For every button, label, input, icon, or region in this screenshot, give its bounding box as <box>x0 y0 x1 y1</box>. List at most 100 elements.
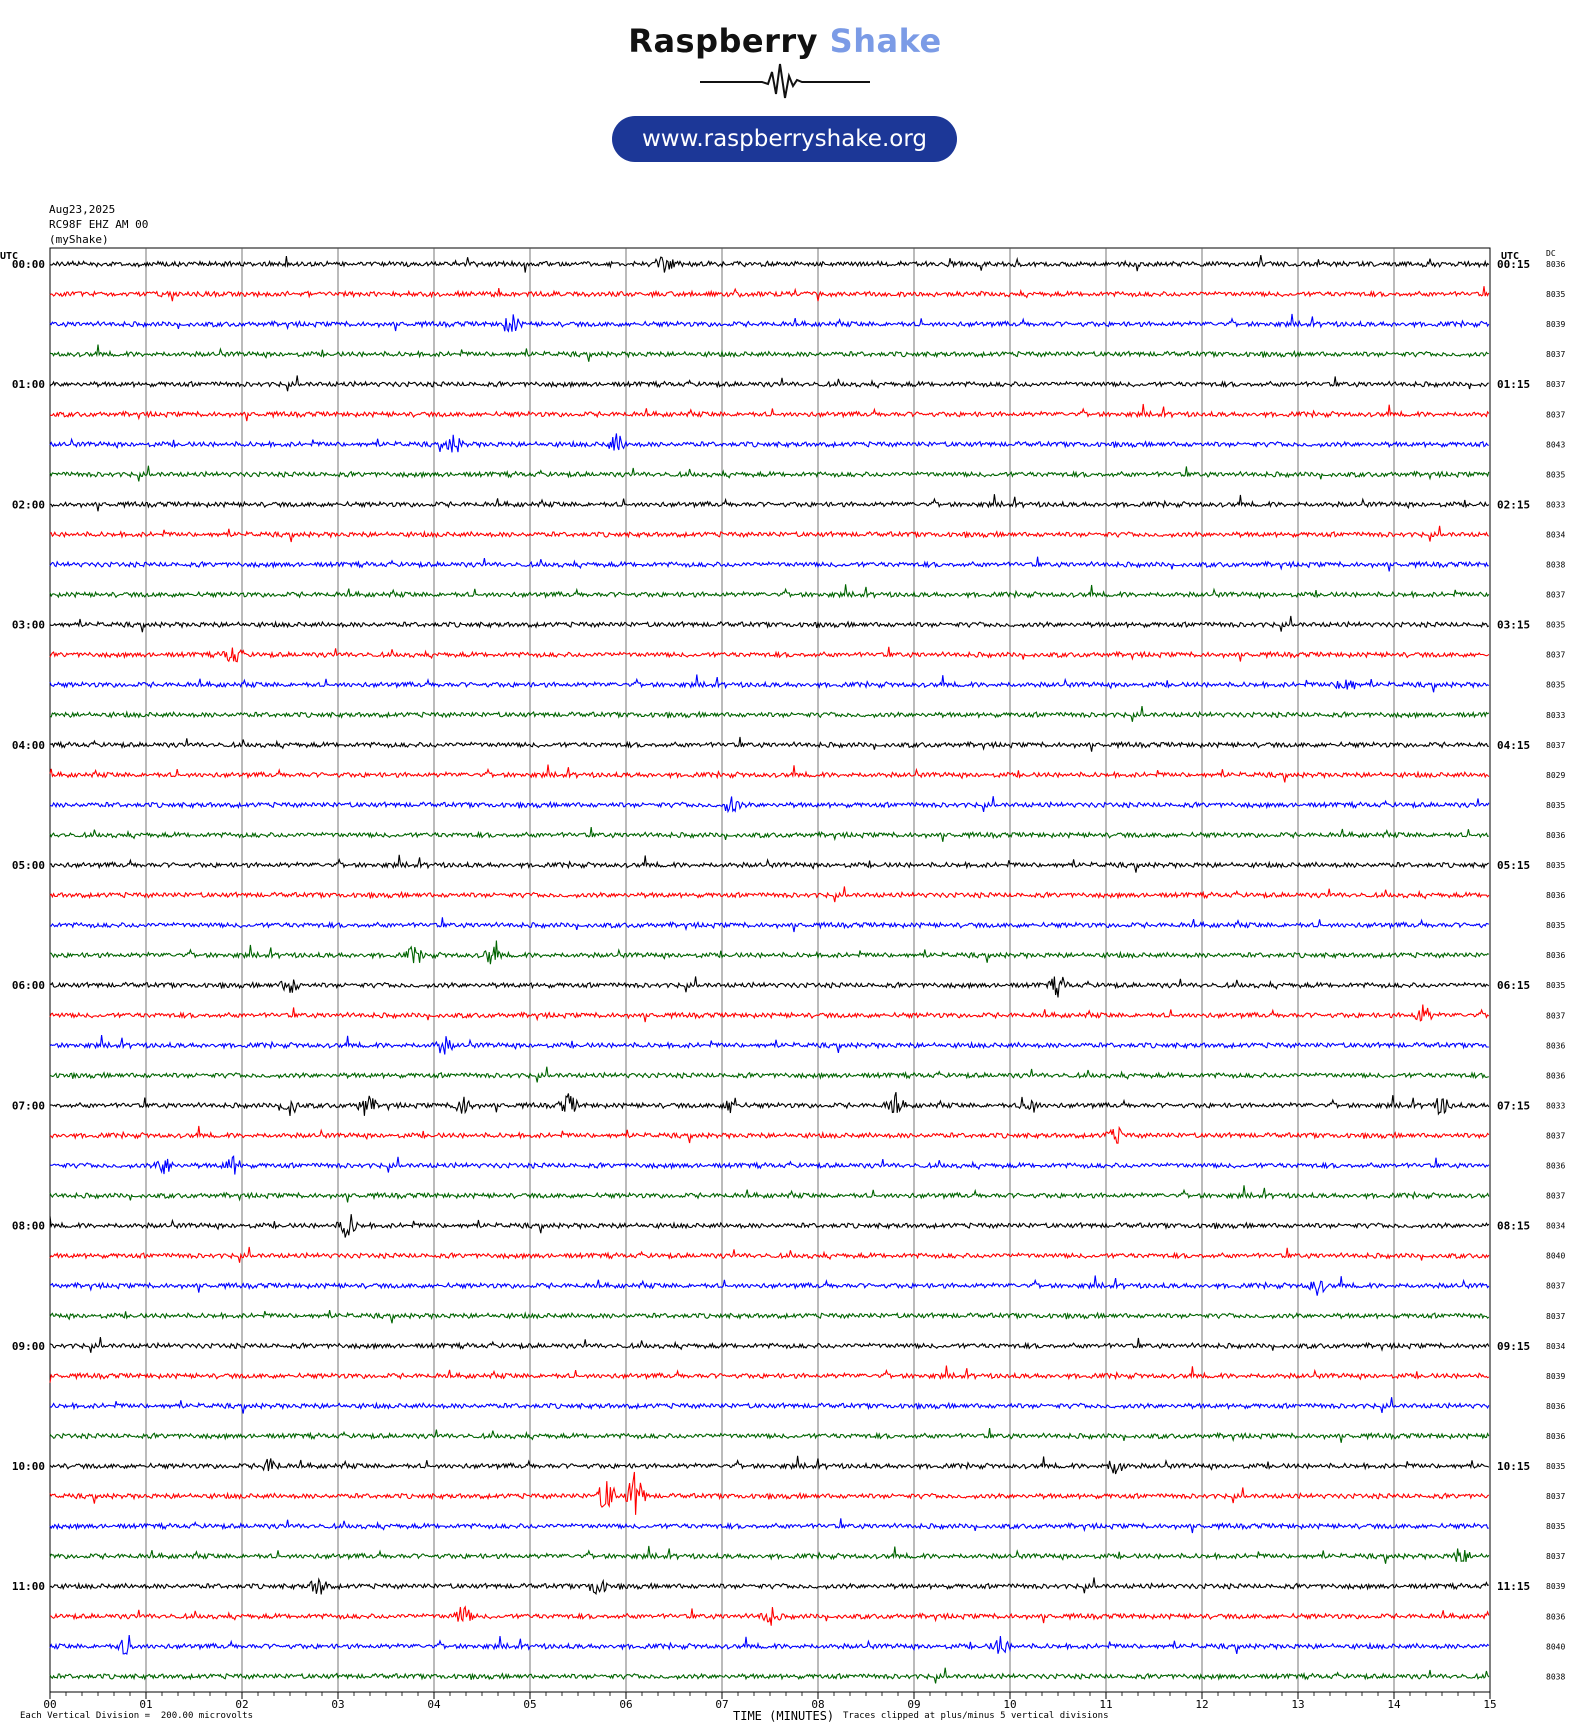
dc-offset-label: 8036 <box>1546 1041 1565 1050</box>
dc-offset-label: 8033 <box>1546 500 1565 509</box>
dc-offset-label: 8037 <box>1546 1312 1565 1321</box>
left-time-label: 02:00 <box>12 498 45 511</box>
seismic-trace <box>49 465 1490 482</box>
right-time-label: 10:15 <box>1497 1460 1530 1473</box>
seismic-trace <box>49 255 1490 273</box>
website-url-badge[interactable]: www.raspberryshake.org <box>612 116 957 162</box>
left-time-label: 01:00 <box>12 378 45 391</box>
seismic-trace <box>49 827 1489 842</box>
seismic-trace <box>49 1471 1490 1515</box>
dc-offset-label: 8036 <box>1546 1612 1565 1621</box>
seismic-trace <box>49 706 1490 722</box>
right-time-label: 06:15 <box>1497 979 1530 992</box>
dc-offset-label: 8035 <box>1546 861 1565 870</box>
left-time-label: 07:00 <box>12 1099 45 1112</box>
dc-offset-label: 8035 <box>1546 1522 1565 1531</box>
dc-offset-label: 8033 <box>1546 1101 1565 1110</box>
dc-offset-label: 8035 <box>1546 621 1565 630</box>
record-date: Aug23,2025 <box>49 203 116 216</box>
x-tick-label: 13 <box>1291 1698 1304 1711</box>
seismic-trace <box>49 1605 1490 1626</box>
dc-offset-label: 8039 <box>1546 1582 1565 1591</box>
seismic-trace <box>49 433 1489 453</box>
seismic-trace <box>49 1397 1490 1414</box>
seismic-trace <box>49 1337 1490 1353</box>
right-time-label: 07:15 <box>1497 1099 1530 1112</box>
seismic-trace <box>49 1214 1490 1238</box>
dc-offset-label: 8036 <box>1546 951 1565 960</box>
dc-offset-label: 8036 <box>1546 1432 1565 1441</box>
seismic-trace <box>49 1455 1490 1475</box>
dc-offset-label: 8035 <box>1546 921 1565 930</box>
x-tick-label: 11 <box>1099 1698 1112 1711</box>
x-tick-label: 00 <box>43 1698 56 1711</box>
dc-offset-label: 8037 <box>1546 1282 1565 1291</box>
x-tick-label: 06 <box>619 1698 632 1711</box>
dc-offset-label: 8029 <box>1546 771 1565 780</box>
right-time-label: 09:15 <box>1497 1340 1530 1353</box>
right-time-label: 01:15 <box>1497 378 1530 391</box>
seismic-trace <box>49 584 1490 600</box>
seismic-trace <box>49 1545 1490 1564</box>
dc-offset-label: 8037 <box>1546 1192 1565 1201</box>
dc-offset-label: 8038 <box>1546 561 1565 570</box>
seismic-trace <box>49 313 1490 333</box>
dc-offset-label: 8035 <box>1546 801 1565 810</box>
seismic-trace <box>49 736 1489 752</box>
left-time-label: 10:00 <box>12 1460 45 1473</box>
seismic-trace <box>49 403 1490 422</box>
x-tick-label: 10 <box>1003 1698 1016 1711</box>
seismic-trace <box>49 1275 1490 1296</box>
dc-offset-label: 8037 <box>1546 380 1565 389</box>
dc-offset-label: 8043 <box>1546 440 1565 449</box>
seismic-trace <box>49 615 1490 633</box>
seismic-trace <box>49 286 1490 302</box>
x-tick-label: 02 <box>235 1698 248 1711</box>
seismic-trace <box>49 940 1489 965</box>
dc-offset-label: 8034 <box>1546 1222 1565 1231</box>
dc-offset-label: 8036 <box>1546 831 1565 840</box>
clipping-note: Traces clipped at plus/minus 5 vertical … <box>843 1711 1109 1721</box>
seismic-trace <box>49 1577 1489 1595</box>
brand-name-part1: Raspberry <box>628 22 819 60</box>
dc-offset-label: 8034 <box>1546 530 1565 539</box>
dc-offset-label: 8036 <box>1546 891 1565 900</box>
dc-offset-label: 8039 <box>1546 1372 1565 1381</box>
brand-name-part2: Shake <box>829 22 942 60</box>
x-tick-label: 04 <box>427 1698 441 1711</box>
seismic-trace <box>49 1155 1490 1175</box>
seismic-trace <box>49 1185 1490 1203</box>
dc-offset-label: 8037 <box>1546 410 1565 419</box>
seismograph-logo-icon <box>700 63 870 99</box>
x-tick-label: 05 <box>523 1698 536 1711</box>
seismic-trace <box>49 556 1489 572</box>
dc-offset-label: 8037 <box>1546 651 1565 660</box>
seismic-trace <box>49 917 1490 933</box>
x-tick-label: 12 <box>1195 1698 1208 1711</box>
seismic-trace <box>49 1428 1490 1443</box>
brand-header: Raspberry Shake <box>0 22 1570 60</box>
dc-offset-label: 8040 <box>1546 1642 1565 1651</box>
right-time-label: 05:15 <box>1497 859 1530 872</box>
dc-offset-label: 8036 <box>1546 1402 1565 1411</box>
x-axis-title: TIME (MINUTES) <box>733 1709 835 1723</box>
seismic-trace <box>49 854 1490 873</box>
x-tick-label: 08 <box>811 1698 824 1711</box>
left-time-label: 05:00 <box>12 859 45 872</box>
dc-offset-label: 8037 <box>1546 1552 1565 1561</box>
left-time-label: 04:00 <box>12 739 45 752</box>
left-time-label: 08:00 <box>12 1220 45 1233</box>
x-tick-label: 07 <box>715 1698 728 1711</box>
seismic-trace <box>49 1667 1490 1684</box>
left-time-label: 11:00 <box>12 1580 45 1593</box>
brand-title: Raspberry Shake <box>628 22 941 60</box>
seismic-trace <box>49 494 1490 512</box>
x-tick-label: 09 <box>907 1698 920 1711</box>
right-time-label: 00:15 <box>1497 258 1530 271</box>
x-tick-label: 15 <box>1483 1698 1496 1711</box>
x-tick-label: 14 <box>1387 1698 1401 1711</box>
x-tick-label: 03 <box>331 1698 344 1711</box>
seismic-trace <box>49 1125 1490 1144</box>
seismic-trace <box>49 1518 1489 1534</box>
seismic-trace <box>49 1634 1490 1655</box>
